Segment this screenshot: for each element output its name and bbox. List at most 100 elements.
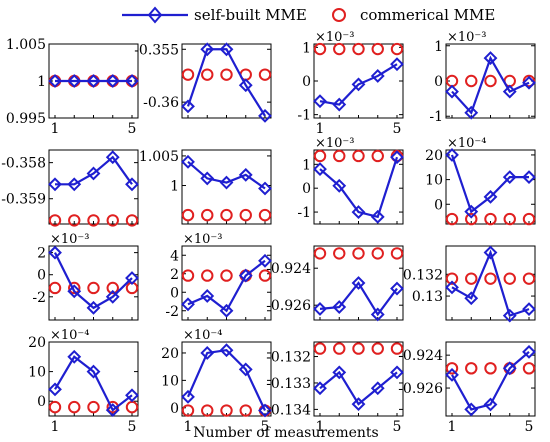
point-commercial <box>313 42 327 56</box>
point-commercial <box>220 208 233 222</box>
point-self-built <box>238 78 253 93</box>
y-tick-label: -0.358 <box>1 156 46 172</box>
y-tick-label: 1.005 <box>6 37 46 53</box>
point-self-built <box>502 361 517 376</box>
point-commercial <box>258 208 272 222</box>
point-self-built <box>258 253 272 268</box>
point-commercial <box>484 212 497 226</box>
point-commercial <box>313 342 327 355</box>
point-self-built <box>258 181 272 196</box>
y-tick-label: 1 <box>170 179 179 195</box>
point-self-built <box>181 389 195 404</box>
point-commercial <box>445 212 459 226</box>
subplot-3: 1 0 -1 1 5 ×10⁻³ <box>297 30 404 137</box>
point-self-built <box>67 349 82 364</box>
point-self-built <box>522 75 536 90</box>
point-self-built <box>390 281 404 296</box>
point-commercial <box>503 212 516 226</box>
point-commercial <box>352 42 365 56</box>
y-tick-label: -0.924 <box>266 261 311 277</box>
point-commercial <box>48 281 62 295</box>
point-self-built <box>522 344 536 359</box>
point-self-built <box>125 388 139 403</box>
point-commercial <box>522 74 536 88</box>
point-self-built <box>445 367 459 382</box>
point-self-built <box>86 166 101 181</box>
y-tick-label: 0 <box>170 401 179 417</box>
point-commercial <box>201 404 214 417</box>
subplot-10: 4 2 0 -2 ×10⁻³ <box>165 232 272 321</box>
point-self-built <box>86 74 101 88</box>
point-commercial <box>48 214 62 227</box>
point-commercial <box>106 281 119 295</box>
y-tick-label: 10 <box>28 365 46 381</box>
axis-exponent-label: ×10⁻⁴ <box>183 328 223 343</box>
point-self-built <box>125 74 139 88</box>
point-self-built <box>351 77 366 92</box>
axis-exponent-label: ×10⁻³ <box>447 30 487 45</box>
point-self-built <box>258 108 272 123</box>
point-commercial <box>313 149 327 163</box>
axis-exponent-label: ×10⁻⁴ <box>447 136 487 151</box>
y-tick-label: 0 <box>302 74 311 90</box>
series-line-self-built <box>451 249 530 318</box>
point-commercial <box>181 269 195 282</box>
point-self-built <box>390 365 404 380</box>
point-self-built <box>200 171 215 186</box>
point-commercial <box>48 400 62 414</box>
point-commercial <box>371 247 384 260</box>
x-tick-label: 1 <box>316 121 325 137</box>
x-tick-label: 1 <box>316 419 325 435</box>
subplot-8: 20 10 0 ×10⁻⁴ <box>425 136 536 226</box>
point-self-built <box>390 150 404 165</box>
y-tick-label: 1 <box>434 39 443 55</box>
y-tick-label: 20 <box>161 346 179 362</box>
point-commercial <box>465 362 478 375</box>
point-commercial <box>371 149 384 163</box>
point-self-built <box>351 205 366 219</box>
point-self-built <box>258 403 272 418</box>
x-tick-label: 1 <box>51 121 60 137</box>
point-self-built <box>445 84 459 99</box>
point-self-built <box>522 170 536 185</box>
point-self-built <box>464 204 479 219</box>
axis-exponent-label: ×10⁻³ <box>183 232 223 247</box>
point-commercial <box>201 269 214 282</box>
point-commercial <box>352 149 365 163</box>
point-commercial <box>313 247 327 260</box>
x-tick-label: 5 <box>393 419 402 435</box>
point-self-built <box>200 289 215 303</box>
point-self-built <box>464 402 479 417</box>
point-commercial <box>484 362 497 375</box>
point-self-built <box>181 154 195 169</box>
series-line-self-built <box>186 48 266 117</box>
point-self-built <box>67 74 82 88</box>
legend: self-built MME commerical MME <box>122 6 495 24</box>
point-self-built <box>332 365 347 380</box>
point-self-built <box>445 148 459 162</box>
point-self-built <box>464 105 479 120</box>
point-commercial <box>333 42 346 56</box>
series-line-self-built <box>319 281 398 317</box>
y-tick-label: -0.134 <box>266 402 311 418</box>
point-commercial <box>371 342 384 355</box>
point-self-built <box>332 97 347 112</box>
x-tick-label: 5 <box>393 121 402 137</box>
y-tick-label: 2 <box>37 246 46 262</box>
point-commercial <box>465 74 478 88</box>
point-self-built <box>125 177 139 192</box>
y-tick-label: 1.005 <box>139 149 179 165</box>
point-commercial <box>352 342 365 355</box>
point-commercial <box>390 42 404 56</box>
point-commercial <box>181 404 195 417</box>
legend-marker-circle <box>332 8 346 22</box>
point-self-built <box>502 170 517 185</box>
point-commercial <box>201 208 214 222</box>
series-line-self-built <box>451 55 530 115</box>
point-self-built <box>502 84 517 99</box>
y-tick-label: -2 <box>32 290 46 306</box>
point-commercial <box>352 247 365 260</box>
y-tick-label: 20 <box>425 148 443 164</box>
subplot-12: 0.132 0.13 <box>403 245 536 323</box>
